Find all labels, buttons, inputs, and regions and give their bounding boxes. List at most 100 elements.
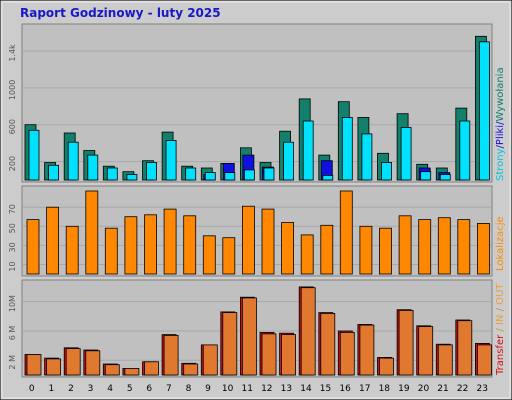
visits-bar-6 [144, 214, 157, 275]
visits-bar-18 [379, 227, 392, 275]
in-bar-20 [418, 326, 434, 376]
visits-bar-5 [124, 216, 138, 275]
label-separator: / [495, 144, 506, 148]
in-bar-17 [359, 324, 375, 376]
visits-bar-1 [46, 206, 59, 275]
y-tick-label: 10M [8, 295, 17, 312]
chart-title: Raport Godzinowy - luty 2025 [20, 6, 221, 20]
files-bar-10 [224, 172, 236, 181]
files-bar-14 [302, 120, 314, 181]
in-bar-13 [281, 334, 297, 376]
hour-label-13: 13 [281, 384, 292, 394]
files-bar-13 [283, 141, 295, 181]
hour-label-7: 7 [166, 384, 172, 394]
files-bar-4 [106, 167, 118, 181]
hits-panel-plot-area [21, 23, 493, 183]
hour-label-2: 2 [68, 384, 74, 394]
hour-label-20: 20 [418, 384, 430, 394]
y-tick-label: 1000 [8, 80, 17, 100]
visits-bar-0 [26, 219, 40, 275]
in-bar-14 [300, 287, 316, 376]
files-bar-9 [204, 172, 216, 181]
in-bar-1 [46, 358, 61, 376]
visits-bar-16 [339, 190, 353, 275]
files-bar-3 [87, 154, 99, 181]
hour-label-8: 8 [186, 384, 192, 394]
hour-label-0: 0 [29, 384, 35, 394]
files-bar-22 [459, 120, 471, 181]
visits-bar-4 [104, 227, 118, 275]
visits-bar-3 [85, 190, 99, 275]
in-bar-11 [241, 297, 257, 376]
in-bar-16 [339, 331, 355, 376]
in-bar-10 [222, 312, 238, 376]
in-bar-6 [144, 361, 159, 376]
in-bar-12 [261, 333, 277, 376]
files-bar-6 [146, 162, 157, 181]
visits-bar-2 [65, 225, 79, 275]
traffic-panel: 2 M 6 M 10M Transfer / IN / OUT [8, 279, 506, 378]
visits-panel-right-label: Lokalizacje [495, 216, 506, 271]
files-bar-21 [439, 174, 451, 181]
visits-bar-15 [320, 224, 334, 275]
in-bar-5 [124, 367, 140, 376]
files-bar-2 [67, 141, 79, 181]
visits-bar-23 [476, 222, 490, 275]
files-label: Pliki [495, 125, 506, 145]
visits-panel-plot-area [21, 185, 493, 277]
files-bar-19 [400, 127, 412, 181]
files-bar-15 [322, 174, 334, 181]
in-bar-18 [379, 357, 394, 376]
files-bar-23 [478, 41, 490, 181]
visits-bar-14 [300, 234, 314, 275]
files-bar-12 [263, 167, 275, 181]
hour-label-1: 1 [49, 384, 55, 394]
hour-label-23: 23 [476, 384, 487, 394]
in-bar-7 [163, 334, 179, 376]
label-separator: / [495, 305, 506, 315]
visits-bar-10 [222, 237, 236, 275]
visits-bar-20 [418, 219, 432, 275]
hits-label: Wywołania [495, 67, 506, 121]
in-bar-19 [398, 309, 414, 376]
files-bar-16 [341, 117, 353, 181]
in-bar-23 [476, 344, 492, 376]
hour-label-5: 5 [127, 384, 133, 394]
visits-bar-13 [281, 222, 295, 275]
files-bar-0 [28, 129, 40, 181]
in-bar-0 [26, 354, 42, 376]
hits-panel-right-label: Strony/Pliki/Wywołania [495, 67, 506, 181]
label-separator: / [495, 325, 506, 335]
hour-label-6: 6 [146, 384, 152, 394]
y-tick-label: 1.4k [8, 44, 17, 62]
y-tick-label: 600 [8, 119, 17, 134]
pages-label: Strony [495, 148, 506, 181]
hour-label-3: 3 [88, 384, 94, 394]
hour-label-17: 17 [359, 384, 370, 394]
hour-label-19: 19 [398, 384, 410, 394]
in-bar-9 [202, 344, 218, 376]
traffic-panel-right-label: Transfer / IN / OUT [495, 283, 506, 376]
out-label: OUT [495, 283, 506, 305]
visits-bar-9 [202, 235, 216, 275]
hour-label-22: 22 [457, 384, 468, 394]
visits-bar-17 [359, 225, 373, 275]
hour-label-15: 15 [320, 384, 331, 394]
hour-label-18: 18 [379, 384, 391, 394]
files-bar-20 [420, 171, 432, 181]
hour-axis: 0 1 2 3 4 5 6 7 8 9 10 11 12 13 14 15 16 17 18 19 20 21 22 23 [29, 384, 488, 394]
hour-label-21: 21 [437, 384, 448, 394]
visits-bar-19 [398, 215, 412, 275]
y-tick-label: 30 [8, 242, 17, 252]
in-bar-21 [437, 344, 453, 376]
in-bar-2 [65, 348, 81, 376]
files-bar-7 [165, 139, 177, 181]
in-bar-8 [183, 363, 199, 376]
visits-bar-22 [457, 219, 471, 275]
hour-label-4: 4 [107, 384, 113, 394]
in-bar-4 [104, 364, 120, 376]
hour-label-14: 14 [300, 384, 312, 394]
visits-bar-11 [241, 205, 255, 275]
